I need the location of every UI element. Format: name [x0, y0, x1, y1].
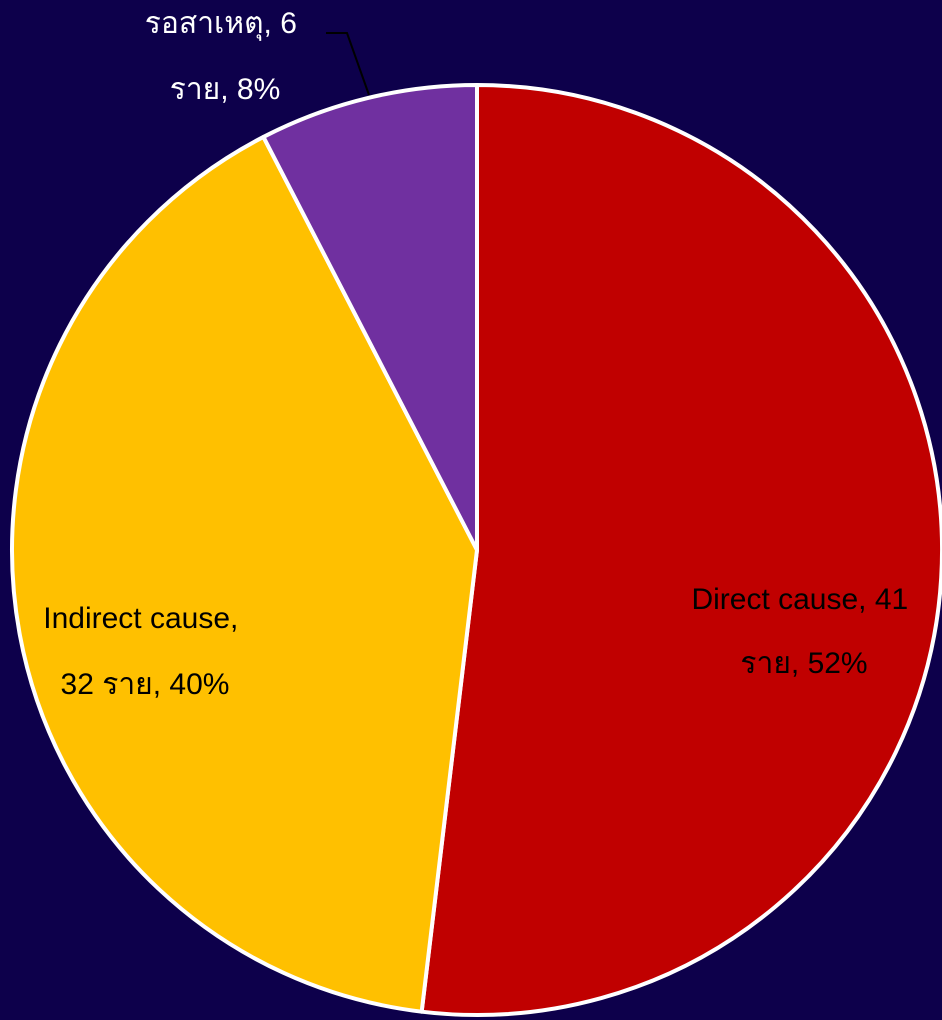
labels-layer: Direct cause, 41 ราย, 52% Indirect cause…	[43, 7, 916, 701]
leader-lines-layer	[326, 32, 370, 96]
slice-label-pending-cause: รอสาเหตุ, 6 ราย, 8%	[145, 7, 306, 106]
slice-label-direct-cause-line2: ราย, 52%	[740, 647, 867, 680]
slice-label-direct-cause-line1: Direct cause, 41	[691, 583, 908, 616]
slice-label-indirect-cause-line1: Indirect cause,	[43, 602, 238, 635]
pie-slice-direct-cause	[419, 83, 942, 1017]
slice-label-indirect-cause-line2: 32 ราย, 40%	[61, 668, 230, 701]
pie-slice-indirect-cause	[10, 134, 479, 1014]
leader-line-pending-cause	[326, 32, 370, 96]
pie-slice-pending-cause	[261, 83, 479, 552]
slice-label-indirect-cause: Indirect cause, 32 ราย, 40%	[43, 602, 246, 701]
slice-label-pending-cause-line2: ราย, 8%	[170, 73, 281, 106]
slices-layer	[10, 83, 942, 1017]
slice-label-pending-cause-line1: รอสาเหตุ, 6	[145, 7, 297, 42]
slice-label-direct-cause: Direct cause, 41 ราย, 52%	[691, 583, 916, 680]
